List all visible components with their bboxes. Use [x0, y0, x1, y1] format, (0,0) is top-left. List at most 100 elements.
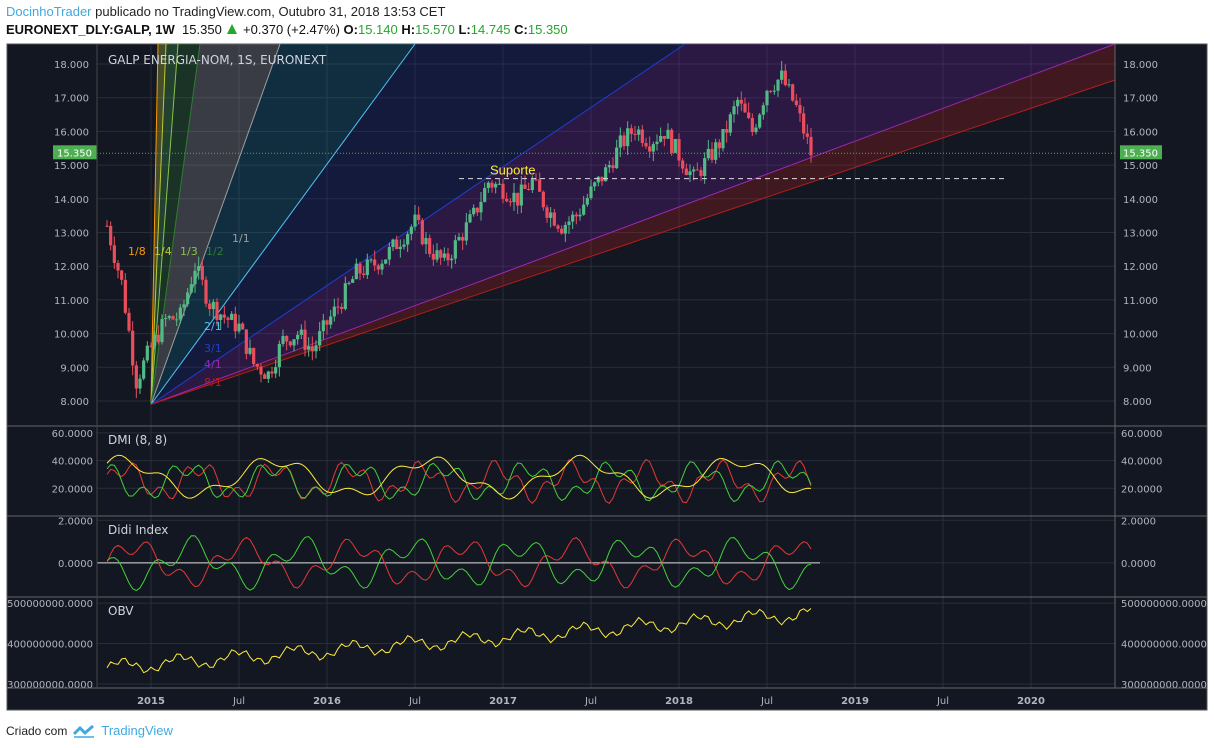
- candle-body: [208, 303, 212, 310]
- candle-body: [453, 240, 457, 259]
- candle-body: [809, 136, 813, 156]
- price-axis-label-left: 9.000: [60, 363, 89, 374]
- candle-body: [314, 345, 318, 352]
- time-axis-label: Jul: [584, 696, 597, 707]
- candle-body: [299, 329, 303, 335]
- price-axis-label-right: 14.000: [1123, 195, 1158, 206]
- indicator-title: DMI (8, 8): [108, 433, 167, 447]
- candle-body: [351, 279, 355, 283]
- candle-body: [303, 329, 307, 350]
- close-label: C:: [514, 22, 528, 37]
- candle-body: [120, 270, 124, 280]
- candle-body: [417, 214, 421, 221]
- candle-body: [153, 334, 157, 347]
- candle-body: [160, 319, 164, 343]
- chart-title: GALP ENERGIA-NOM, 1S, EURONEXT: [108, 53, 327, 67]
- indicator-axis-label-left: 2.0000: [58, 516, 93, 527]
- candle-body: [131, 330, 135, 366]
- author-link[interactable]: DocinhoTrader: [6, 4, 92, 19]
- up-triangle-icon: [227, 24, 238, 34]
- candle-body: [307, 346, 311, 350]
- candle-body: [794, 100, 798, 106]
- candle-body: [692, 169, 696, 172]
- candle-body: [424, 238, 428, 245]
- candle-body: [197, 265, 201, 271]
- gann-fan-line: [150, 43, 159, 405]
- candle-body: [607, 165, 611, 168]
- candle-body: [494, 183, 498, 188]
- candle-body: [380, 263, 384, 270]
- indicator-axis-label-left: 20.0000: [52, 484, 93, 495]
- candle-body: [776, 79, 780, 91]
- candle-body: [615, 147, 619, 169]
- candle-body: [805, 133, 809, 137]
- candle-body: [226, 317, 230, 320]
- candle-body: [281, 335, 285, 344]
- candle-body: [604, 167, 608, 182]
- candle-body: [695, 169, 699, 171]
- chart-canvas[interactable]: 2015 Jul 2016 Jul 2017 Jul 2018 Jul 2019 Jul 2020 1…: [0, 0, 1214, 720]
- candle-body: [204, 279, 208, 304]
- candle-body: [296, 334, 300, 340]
- candle-body: [673, 139, 677, 153]
- symbol-label: EURONEXT_DLY:GALP, 1W: [6, 22, 175, 37]
- time-axis-label: 2015: [137, 696, 165, 707]
- candle-body: [252, 347, 256, 365]
- price-axis-label-left: 14.000: [54, 195, 89, 206]
- candle-body: [523, 184, 527, 189]
- candle-body: [193, 270, 197, 285]
- candle-body: [758, 114, 762, 128]
- candle-body: [200, 265, 204, 280]
- gann-fan-label: 1/2: [206, 245, 224, 258]
- candle-body: [714, 142, 718, 160]
- candle-body: [413, 214, 417, 227]
- price-axis-label-right: 10.000: [1123, 330, 1158, 341]
- price-axis-label-left: 18.000: [54, 60, 89, 71]
- candle-body: [109, 225, 113, 246]
- indicator-axis-label-right: 40.0000: [1121, 457, 1162, 468]
- candle-body: [270, 371, 274, 374]
- price-axis-label-left: 16.000: [54, 127, 89, 138]
- candle-body: [545, 207, 549, 218]
- candle-body: [134, 365, 138, 389]
- candle-body: [248, 347, 252, 354]
- candle-body: [783, 70, 787, 86]
- candle-body: [688, 171, 692, 176]
- candle-body: [112, 245, 116, 263]
- candle-body: [237, 323, 241, 332]
- close-value: 15.350: [527, 22, 568, 37]
- indicator-axis-label-left: 400000000.0000: [7, 640, 93, 651]
- tradingview-brand[interactable]: TradingView: [101, 723, 173, 738]
- time-axis-label: 2018: [665, 696, 693, 707]
- candle-body: [670, 129, 674, 153]
- current-price-label-left: 15.350: [57, 148, 92, 159]
- published-text: publicado no TradingView.com, Outubro 31…: [95, 4, 446, 19]
- candle-body: [464, 222, 468, 241]
- candle-body: [593, 182, 597, 187]
- price-axis-label-left: 13.000: [54, 229, 89, 240]
- candle-body: [439, 250, 443, 258]
- price-axis-label-left: 17.000: [54, 94, 89, 105]
- candle-body: [145, 345, 149, 361]
- indicator-title: Didi Index: [108, 523, 168, 537]
- dmi-plus-line: [106, 460, 812, 503]
- candle-body: [538, 179, 542, 192]
- high-value: 15.570: [415, 22, 455, 37]
- candle-body: [457, 237, 461, 241]
- indicator-axis-label-left: 500000000.0000: [7, 599, 93, 610]
- price-axis-label-left: 8.000: [60, 397, 89, 408]
- candle-body: [189, 284, 193, 293]
- candle-body: [292, 339, 296, 346]
- candle-body: [149, 345, 153, 347]
- candle-body: [255, 364, 259, 367]
- candle-body: [230, 313, 234, 320]
- price-axis-label-left: 12.000: [54, 262, 89, 273]
- price-axis-label-right: 9.000: [1123, 363, 1152, 374]
- candle-body: [519, 184, 523, 206]
- candle-body: [743, 103, 747, 113]
- publish-info: DocinhoTrader publicado no TradingView.c…: [6, 4, 445, 19]
- indicator-axis-label-right: 2.0000: [1121, 516, 1156, 527]
- candle-body: [376, 265, 380, 270]
- candle-body: [127, 312, 131, 331]
